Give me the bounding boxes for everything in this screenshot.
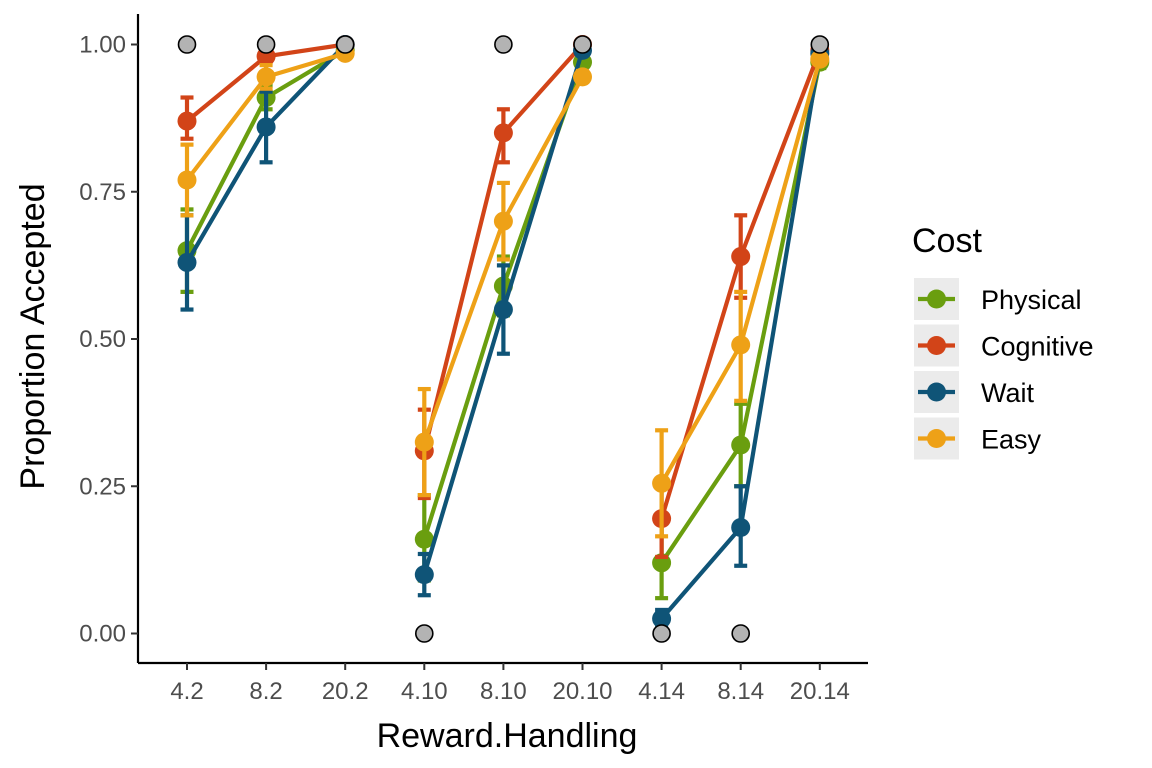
- data-point: [493, 300, 513, 320]
- x-tick-label: 8.14: [717, 678, 764, 705]
- data-point: [414, 529, 434, 549]
- x-axis-title: Reward.Handling: [377, 717, 638, 755]
- x-tick-label: 4.10: [401, 678, 448, 705]
- y-tick-label: 0.75: [79, 179, 126, 206]
- data-point: [652, 609, 672, 629]
- series-easy: [177, 43, 830, 539]
- data-point: [177, 111, 197, 131]
- y-tick-label: 0.50: [79, 326, 126, 353]
- reference-point: [335, 35, 355, 54]
- data-point: [731, 435, 751, 455]
- x-tick-label: 4.2: [170, 678, 203, 705]
- data-point: [414, 565, 434, 585]
- x-tick-label: 20.10: [552, 678, 612, 705]
- y-tick-label: 0.00: [79, 621, 126, 648]
- reference-point: [573, 35, 592, 54]
- data-point: [493, 211, 513, 231]
- x-axis: 4.2 8.2 20.2 4.10 8.10 20.10 4.14 8.14 20.14: [138, 661, 868, 705]
- data-point: [652, 473, 672, 493]
- x-tick-label: 20.14: [790, 678, 850, 705]
- legend-label: Easy: [981, 425, 1042, 455]
- x-tick-label: 8.10: [480, 678, 527, 705]
- reference-points: [177, 35, 830, 643]
- reference-point: [414, 624, 434, 643]
- legend-item-physical: Physical: [914, 278, 1082, 320]
- reference-point: [652, 624, 671, 643]
- reference-point: [810, 35, 830, 54]
- data-point: [810, 49, 830, 69]
- legend-key-point: [927, 336, 946, 355]
- y-tick-label: 0.25: [79, 473, 126, 500]
- legend-item-wait: Wait: [914, 371, 1034, 413]
- legend-label: Physical: [981, 285, 1082, 315]
- legend-title: Cost: [912, 222, 982, 260]
- data-point: [177, 170, 197, 190]
- reference-point: [731, 624, 751, 643]
- data-point: [256, 117, 276, 137]
- data-point: [493, 123, 513, 143]
- reference-point: [177, 35, 197, 54]
- legend-item-easy: Easy: [914, 417, 1042, 460]
- x-tick-label: 20.2: [322, 678, 369, 705]
- data-point: [256, 67, 276, 87]
- y-tick-label: 1.00: [79, 32, 126, 59]
- legend-key-point: [927, 382, 946, 402]
- data-point: [573, 67, 592, 87]
- legend-item-cognitive: Cognitive: [914, 324, 1094, 367]
- legend: Cost Physical Cognitive Wait Easy: [912, 222, 1094, 460]
- data-point: [731, 517, 751, 537]
- data-point: [414, 432, 434, 452]
- y-axis: 0.00 0.25 0.50 0.75 1.00: [79, 14, 140, 663]
- legend-key-point: [927, 289, 946, 309]
- plot-area: [177, 35, 830, 643]
- data-point: [731, 247, 751, 267]
- legend-label: Wait: [981, 378, 1034, 408]
- x-tick-label: 4.14: [638, 678, 685, 705]
- data-point: [731, 335, 751, 355]
- x-tick-label: 8.2: [249, 678, 282, 705]
- legend-key-point: [927, 429, 946, 448]
- reference-point: [494, 35, 513, 54]
- y-axis-title: Proportion Accepted: [14, 183, 52, 489]
- legend-label: Cognitive: [981, 332, 1094, 362]
- data-point: [177, 252, 197, 272]
- reference-point: [256, 35, 276, 54]
